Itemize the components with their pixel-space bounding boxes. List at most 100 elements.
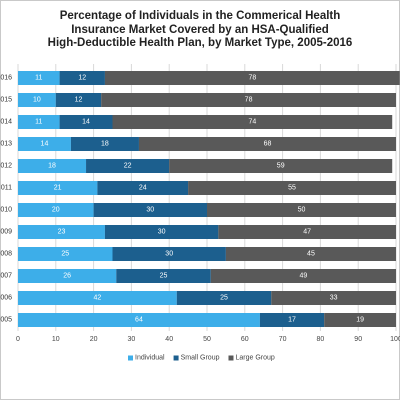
data-label-2008-small-group: 30 [165, 251, 173, 258]
data-label-2014-individual: 11 [35, 119, 42, 126]
legend: Individual Small Group Large Group [128, 355, 275, 362]
data-label-2013-large-group: 68 [264, 141, 272, 148]
bar-2015-individual [18, 93, 56, 107]
bar-2014-individual [18, 115, 60, 129]
bar-2011-individual [18, 181, 98, 195]
chart-title-line-2: Insurance Market Covered by an HSA-Quali… [71, 23, 329, 36]
legend-swatch-individual [128, 355, 133, 361]
bar-2016-individual [18, 71, 60, 85]
x-tick-label-70: 70 [279, 336, 287, 343]
bar-2008-individual [18, 247, 113, 261]
bar-2005-small-group [259, 313, 325, 327]
x-tick-label-40: 40 [165, 336, 173, 343]
data-label-2012-individual: 18 [48, 163, 56, 170]
year-label-2006: 006 [0, 295, 12, 302]
legend-swatch-small-group [173, 355, 179, 361]
bar-2013-individual [18, 137, 71, 151]
data-label-2016-individual: 11 [35, 75, 42, 82]
bar-2007-small-group [116, 269, 211, 283]
bar-2013-large-group [138, 137, 396, 151]
bar-2007-large-group [210, 269, 396, 283]
bar-2012-individual [18, 159, 87, 173]
year-label-2005: 005 [0, 317, 12, 324]
bar-2010-small-group [93, 203, 207, 217]
data-label-2011-small-group: 24 [139, 185, 147, 192]
x-tick-label-100: 100 [390, 336, 400, 343]
chart-title: Percentage of Individuals in the Commeri… [20, 10, 380, 51]
x-axis-ticks: 0 10 20 30 40 50 60 70 80 90 100 [16, 336, 400, 343]
data-label-2012-large-group: 59 [277, 163, 285, 170]
bar-2014-small-group [59, 115, 113, 129]
data-label-2008-individual: 25 [61, 251, 69, 258]
bar-2014-large-group [112, 115, 393, 129]
year-label-2014: 014 [0, 119, 12, 126]
bar-2008-large-group [225, 247, 396, 261]
data-label-2011-individual: 21 [54, 185, 62, 192]
data-label-2016-large-group: 78 [248, 75, 256, 82]
data-label-2005-large-group: 19 [356, 317, 364, 324]
year-label-2013: 013 [0, 141, 12, 148]
bar-2016-large-group [104, 71, 400, 85]
data-label-2009-large-group: 47 [303, 229, 311, 236]
bar-2012-small-group [86, 159, 170, 173]
bar-2015-large-group [101, 93, 396, 107]
year-label-2016: 016 [0, 75, 12, 82]
bar-2013-small-group [70, 137, 139, 151]
year-label-2010: 010 [0, 207, 12, 214]
bar-2005-individual [18, 313, 260, 327]
data-label-2010-large-group: 50 [298, 207, 306, 214]
x-tick-label-30: 30 [128, 336, 136, 343]
year-label-2015: 015 [0, 97, 12, 104]
bar-2016-small-group [59, 71, 105, 85]
year-label-2007: 007 [0, 273, 12, 280]
legend-label-individual: Individual [135, 355, 165, 362]
bar-2009-small-group [104, 225, 219, 239]
data-label-2012-small-group: 22 [124, 163, 132, 170]
bars-group: 11 12 78 10 12 78 11 14 74 14 18 68 18 22 59 21 24 55 20 30… [18, 71, 400, 327]
bar-2011-small-group [97, 181, 189, 195]
bar-2006-large-group [271, 291, 396, 305]
bar-2009-individual [18, 225, 105, 239]
bar-2011-large-group [188, 181, 396, 195]
legend-swatch-large-group [228, 355, 234, 361]
data-label-2015-individual: 10 [33, 97, 41, 104]
bar-2012-large-group [169, 159, 393, 173]
data-label-2007-large-group: 49 [299, 273, 307, 280]
data-label-2009-small-group: 30 [158, 229, 166, 236]
data-label-2006-small-group: 25 [220, 295, 228, 302]
bar-2010-large-group [207, 203, 396, 217]
data-label-2010-individual: 20 [52, 207, 60, 214]
legend-label-large-group: Large Group [235, 355, 274, 362]
year-label-2008: 008 [0, 251, 12, 258]
data-label-2011-large-group: 55 [288, 185, 296, 192]
data-label-2015-large-group: 78 [245, 97, 253, 104]
chart-title-line-1: Percentage of Individuals in the Commeri… [59, 10, 341, 22]
x-tick-label-10: 10 [52, 336, 60, 343]
data-label-2015-small-group: 12 [75, 97, 83, 104]
data-label-2006-large-group: 33 [330, 295, 338, 302]
data-label-2007-small-group: 25 [160, 273, 168, 280]
bar-2015-small-group [55, 93, 102, 107]
data-label-2013-individual: 14 [41, 141, 49, 148]
data-label-2005-individual: 64 [135, 317, 143, 324]
bar-2008-small-group [112, 247, 226, 261]
year-label-2011: 011 [1, 185, 12, 192]
year-label-2012: 012 [0, 163, 12, 170]
data-label-2014-large-group: 74 [248, 119, 256, 126]
data-label-2016-small-group: 12 [78, 75, 86, 82]
bar-2006-individual [18, 291, 177, 305]
data-label-2013-small-group: 18 [101, 141, 109, 148]
x-tick-label-90: 90 [354, 336, 362, 343]
data-label-2005-small-group: 17 [288, 317, 296, 324]
data-label-2008-large-group: 45 [307, 251, 315, 258]
bar-2007-individual [18, 269, 117, 283]
x-tick-label-50: 50 [203, 336, 211, 343]
data-label-2010-small-group: 30 [146, 207, 154, 214]
chart-title-line-3: High-Deductible Health Plan, by Market T… [47, 37, 353, 49]
legend-label-small-group: Small Group [181, 355, 220, 362]
bar-2010-individual [18, 203, 94, 217]
year-label-2009: 009 [0, 229, 12, 236]
year-labels: 016 015 014 013 012 011 010 009 008 007 006 005 [0, 75, 12, 324]
x-tick-label-0: 0 [16, 336, 20, 343]
